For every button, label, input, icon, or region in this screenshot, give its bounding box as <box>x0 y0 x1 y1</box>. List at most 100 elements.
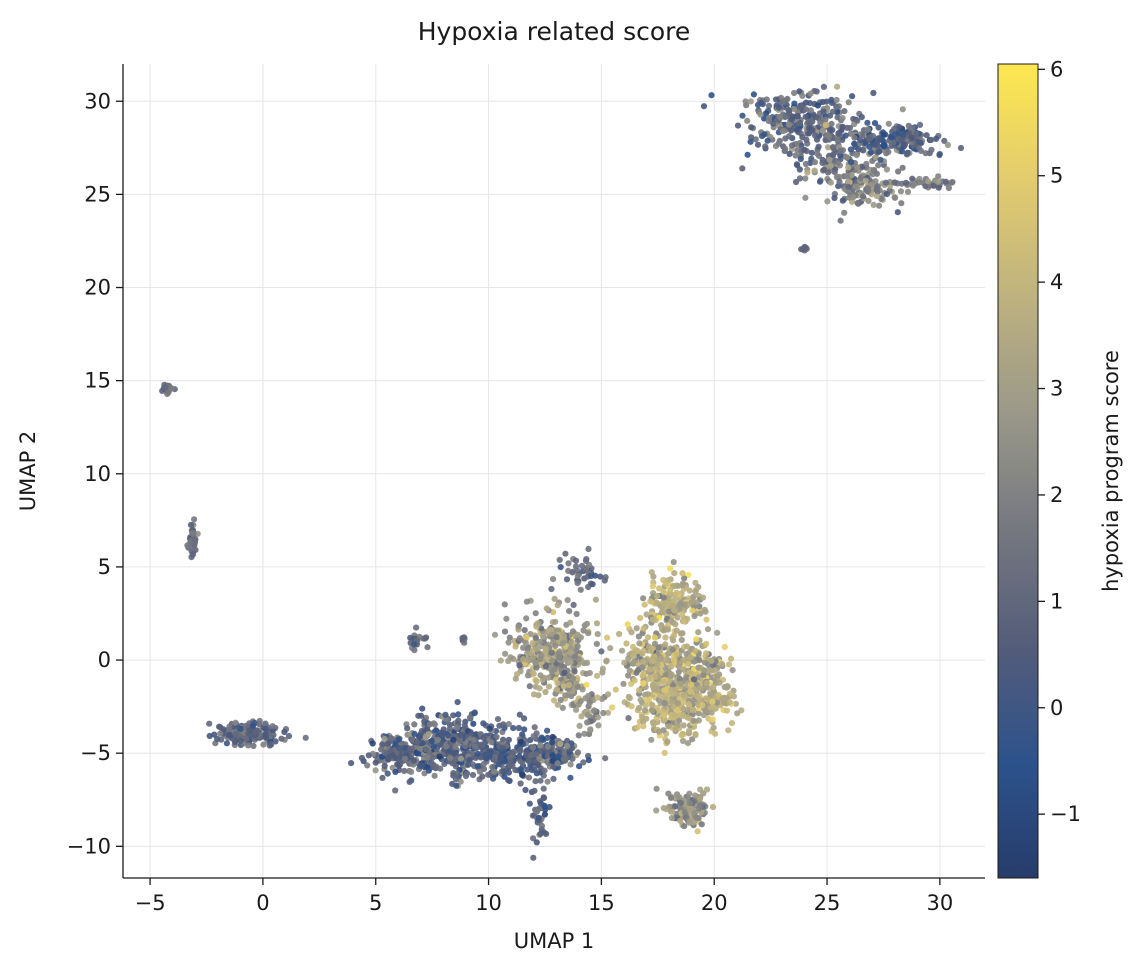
scatter-point <box>689 707 697 714</box>
colorbar <box>998 64 1038 878</box>
scatter-point <box>674 700 681 707</box>
scatter-point <box>834 83 841 90</box>
scatter-point <box>690 658 698 665</box>
scatter-point <box>837 217 844 224</box>
scatter-point <box>663 686 670 693</box>
scatter-point <box>649 583 657 590</box>
scatter-point <box>532 645 539 653</box>
scatter-point <box>523 598 531 605</box>
scatter-point <box>531 767 538 774</box>
scatter-point <box>679 737 687 745</box>
scatter-point <box>604 634 611 641</box>
scatter-point <box>246 727 253 734</box>
scatter-point <box>796 175 804 182</box>
scatter-point <box>384 740 391 747</box>
scatter-point <box>597 573 604 580</box>
scatter-point <box>548 649 555 656</box>
scatter-point <box>571 668 578 675</box>
scatter-point <box>560 755 567 763</box>
scatter-point <box>609 704 616 711</box>
scatter-point <box>578 713 585 720</box>
scatter-point <box>372 767 379 774</box>
scatter-point <box>668 814 676 822</box>
scatter-point <box>936 151 943 159</box>
scatter-point <box>465 761 472 768</box>
scatter-point <box>379 741 386 748</box>
scatter-point <box>775 140 782 147</box>
scatter-point <box>888 134 895 141</box>
scatter-point <box>628 629 635 636</box>
scatter-point <box>822 122 829 129</box>
scatter-point <box>854 164 861 171</box>
scatter-point <box>748 124 755 131</box>
scatter-point <box>408 768 415 776</box>
scatter-point <box>824 169 832 176</box>
scatter-point <box>497 752 504 759</box>
scatter-point <box>214 735 221 743</box>
scatter-point <box>764 137 771 144</box>
scatter-point <box>895 168 902 175</box>
scatter-point <box>651 634 658 641</box>
scatter-point <box>894 209 901 216</box>
scatter-point <box>516 635 523 642</box>
scatter-point <box>841 209 848 216</box>
scatter-point <box>654 661 661 668</box>
scatter-point <box>661 679 668 686</box>
x-tick-label: 15 <box>588 891 615 915</box>
scatter-point <box>378 746 385 753</box>
scatter-point <box>586 669 593 677</box>
scatter-point <box>650 720 657 728</box>
scatter-point <box>789 142 796 149</box>
scatter-point <box>876 135 883 142</box>
scatter-point <box>411 721 418 728</box>
scatter-point <box>645 643 653 650</box>
scatter-point <box>669 646 676 653</box>
scatter-point <box>677 817 684 824</box>
scatter-point <box>816 178 824 185</box>
scatter-point <box>667 565 674 572</box>
y-tick-label: 20 <box>84 276 111 300</box>
scatter-point <box>845 164 852 171</box>
scatter-point <box>461 722 468 729</box>
scatter-point <box>633 625 640 632</box>
scatter-point <box>808 149 816 156</box>
scatter-point <box>542 688 549 696</box>
grid <box>123 64 985 878</box>
scatter-point <box>668 602 676 609</box>
scatter-point <box>686 818 693 825</box>
scatter-point <box>723 684 730 691</box>
scatter-point <box>797 155 804 163</box>
scatter-point <box>554 602 561 609</box>
scatter-point <box>526 800 533 807</box>
scatter-point <box>693 599 700 606</box>
scatter-point <box>928 136 935 143</box>
scatter-point <box>618 647 626 654</box>
scatter-point <box>545 683 553 690</box>
scatter-point <box>779 128 787 135</box>
y-tick-label: 10 <box>84 462 111 486</box>
scatter-point <box>701 667 708 674</box>
scatter-point <box>836 178 843 185</box>
scatter-point <box>554 680 561 687</box>
scatter-point <box>544 778 551 785</box>
scatter-point <box>653 599 660 607</box>
scatter-point <box>661 749 668 757</box>
scatter-point <box>870 201 877 208</box>
scatter-point <box>395 736 402 743</box>
scatter-point <box>681 601 688 608</box>
y-tick-label: 25 <box>84 182 111 206</box>
scatter-point <box>862 177 869 184</box>
scatter-point <box>758 99 765 106</box>
scatter-point <box>660 609 667 616</box>
scatter-point <box>656 585 663 592</box>
scatter-point <box>476 768 483 775</box>
scatter-point <box>585 693 592 700</box>
scatter-point <box>455 711 462 718</box>
scatter-point <box>739 112 746 119</box>
scatter-point <box>534 620 541 627</box>
scatter-point <box>557 740 564 748</box>
scatter-point <box>401 767 408 775</box>
scatter-point <box>537 656 544 663</box>
scatter-point <box>217 724 224 731</box>
scatter-point <box>765 118 772 125</box>
